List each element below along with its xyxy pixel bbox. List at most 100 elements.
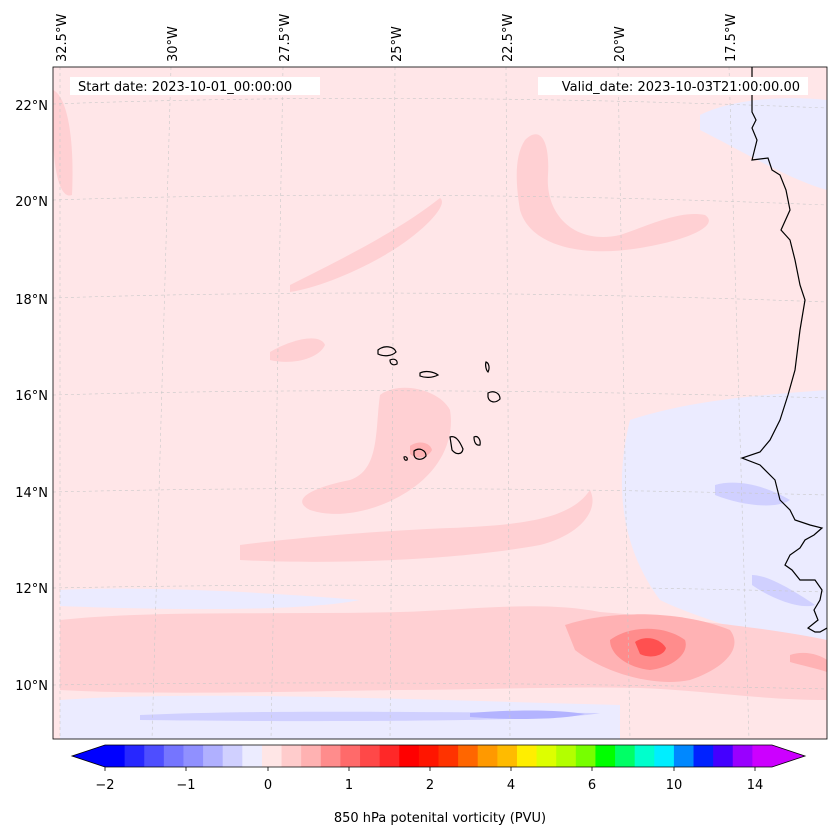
cb-tick-1: 1	[345, 778, 353, 793]
start-date-box	[70, 77, 320, 95]
cape-verde-island-2	[389, 358, 398, 366]
cb-tick-6: 6	[588, 778, 596, 793]
colorbar-cell	[105, 745, 126, 767]
colorbar-cells	[105, 745, 773, 767]
colorbar-cell	[281, 745, 302, 767]
pos-region-diagonal-streak	[290, 198, 442, 292]
positive-pv-regions	[53, 90, 827, 700]
pos-region-east-band	[790, 652, 827, 672]
colorbar-cell	[438, 745, 459, 767]
pos-region-central-band	[240, 490, 593, 562]
colorbar-cell	[340, 745, 361, 767]
neg-region-periwinkle	[470, 710, 585, 719]
lat-label-18n: 18°N	[15, 293, 48, 308]
neg-region-west-band	[60, 588, 360, 610]
colorbar-cell	[203, 745, 224, 767]
colorbar-cell	[360, 745, 381, 767]
lon-label-25w: 25°W	[390, 26, 405, 62]
lon-label-32-5w: 32.5°W	[55, 14, 70, 62]
colorbar-cell	[124, 745, 145, 767]
longitude-labels: 32.5°W 30°W 27.5°W 25°W 22.5°W 20°W 17.5…	[55, 14, 739, 62]
colorbar-cell	[556, 745, 577, 767]
colorbar-title: 850 hPa potenital vorticity (PVU)	[334, 811, 546, 826]
gridlines	[53, 67, 827, 739]
colorbar-cell	[320, 745, 342, 767]
colorbar-max-extension	[772, 745, 805, 767]
africa-coast	[740, 67, 827, 633]
cape-verde-island-1	[377, 346, 397, 357]
colorbar-cell	[634, 745, 655, 767]
colorbar-cell	[654, 745, 675, 767]
valid-date-label: Valid_date: 2023-10-03T21:00:00.00	[562, 80, 800, 95]
lon-label-30w: 30°W	[166, 26, 181, 62]
cape-verde-island-3	[419, 370, 440, 378]
pos-region-small-mid	[270, 338, 325, 362]
cb-tick-2: 2	[426, 778, 434, 793]
colorbar-cell	[399, 745, 420, 767]
colorbar-cell	[477, 745, 498, 767]
pos-region-red-core	[635, 638, 666, 657]
lat-label-10n: 10°N	[15, 679, 48, 694]
cape-verde-island-5	[487, 391, 501, 403]
lon-label-27-5w: 27.5°W	[278, 14, 293, 62]
colorbar-tick-labels: −2 −1 0 1 2 4 6 10 14	[95, 778, 763, 793]
colorbar-cell	[693, 745, 714, 767]
colorbar-ticks	[104, 767, 756, 771]
cb-tick-14: 14	[747, 778, 764, 793]
cape-verde-island-8	[413, 448, 427, 460]
colorbar-cell	[673, 745, 695, 767]
colorbar-min-extension	[72, 745, 105, 767]
colorbar-cell	[516, 745, 538, 767]
lat-label-22n: 22°N	[15, 99, 48, 114]
colorbar-cell	[242, 745, 263, 767]
colorbar-cell	[144, 745, 165, 767]
lat-label-20n: 20°N	[15, 195, 48, 210]
colorbar-cell	[222, 745, 243, 767]
colorbar-cell	[497, 745, 518, 767]
cape-verde-island-6	[449, 436, 464, 455]
colorbar-cell	[732, 745, 753, 767]
start-date-label: Start date: 2023-10-01_00:00:00	[78, 80, 292, 95]
neg-region-light-blue-1	[715, 482, 790, 506]
colorbar-cell	[301, 745, 322, 767]
colorbar-cell	[458, 745, 479, 767]
colorbar-cell	[261, 745, 283, 767]
latitude-labels: 22°N 20°N 18°N 16°N 14°N 12°N 10°N	[15, 99, 48, 694]
cape-verde-island-4	[485, 361, 490, 374]
lon-label-22-5w: 22.5°W	[501, 14, 516, 62]
colorbar-cell	[575, 745, 597, 767]
lat-label-12n: 12°N	[15, 582, 48, 597]
lat-label-14n: 14°N	[15, 486, 48, 501]
colorbar-cell	[595, 745, 616, 767]
pos-region-west-coast	[53, 90, 73, 196]
lon-label-17-5w: 17.5°W	[724, 14, 739, 62]
cb-tick-neg2: −2	[95, 778, 114, 793]
negative-pv-regions	[60, 98, 827, 739]
cb-tick-10: 10	[666, 778, 683, 793]
colorbar-cell	[183, 745, 204, 767]
cape-verde-island-9	[403, 456, 408, 461]
colorbar-cell	[713, 745, 734, 767]
colorbar-cell	[163, 745, 185, 767]
colorbar-cell	[418, 745, 440, 767]
pos-region-central-plume	[302, 387, 451, 514]
colorbar-cell	[615, 745, 636, 767]
colorbar: −2 −1 0 1 2 4 6 10 14 850 hPa potenital …	[70, 744, 807, 826]
map-frame	[52, 66, 828, 740]
neg-region-northeast	[700, 98, 827, 190]
colorbar-cell	[752, 745, 773, 767]
map-panel: Start date: 2023-10-01_00:00:00 Valid_da…	[53, 67, 827, 739]
cb-tick-neg1: −1	[176, 778, 195, 793]
coastline	[377, 67, 827, 633]
valid-date-box	[538, 77, 808, 95]
colorbar-cell	[536, 745, 557, 767]
cb-tick-0: 0	[264, 778, 272, 793]
colorbar-cell	[379, 745, 400, 767]
cape-verde-island-7	[473, 435, 481, 446]
lon-label-20w: 20°W	[613, 26, 628, 62]
neg-region-light-blue-2	[752, 575, 815, 607]
lat-label-16n: 16°N	[15, 389, 48, 404]
pos-region-northeast-blob	[516, 134, 709, 252]
cb-tick-4: 4	[507, 778, 515, 793]
